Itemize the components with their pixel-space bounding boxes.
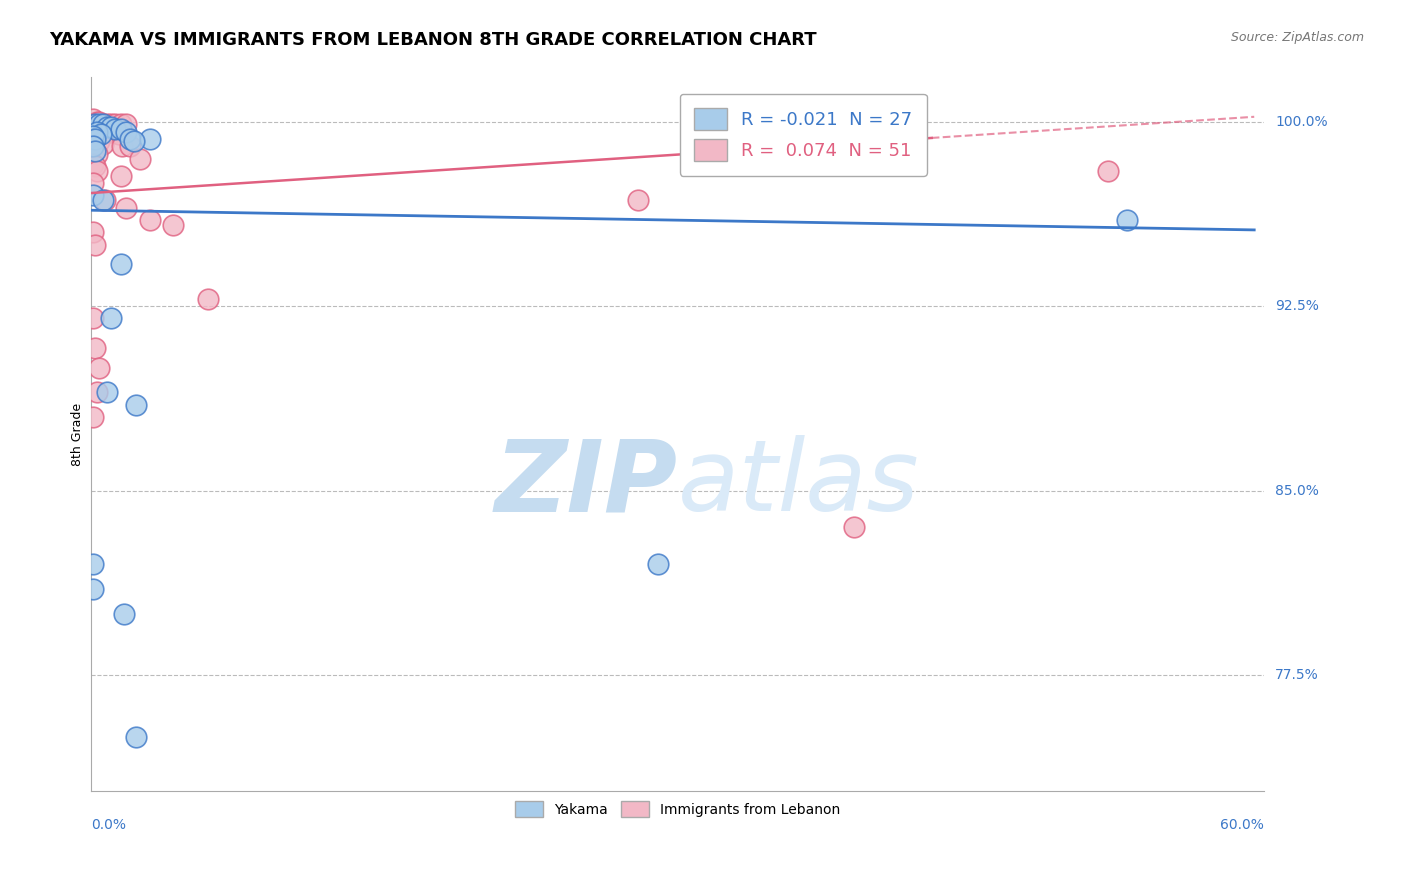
Point (82, 139, 104, 153)
Point (96, 385, 118, 400)
Point (91, 117, 114, 131)
Point (110, 117, 132, 131)
Point (104, 117, 127, 131)
Point (84, 117, 107, 131)
Point (647, 558, 669, 572)
Text: YAKAMA VS IMMIGRANTS FROM LEBANON 8TH GRADE CORRELATION CHART: YAKAMA VS IMMIGRANTS FROM LEBANON 8TH GR… (49, 31, 817, 49)
Point (84, 145, 107, 159)
Point (84, 132, 107, 146)
Point (82, 558, 104, 572)
Point (120, 132, 142, 146)
Text: 92.5%: 92.5% (1275, 299, 1319, 313)
Point (96, 117, 118, 131)
Point (84, 120, 107, 134)
Text: Source: ZipAtlas.com: Source: ZipAtlas.com (1230, 31, 1364, 45)
Point (112, 607, 135, 621)
Point (86, 164, 108, 178)
Point (107, 127, 129, 141)
Point (115, 124, 138, 138)
Point (82, 129, 104, 144)
Point (129, 152, 152, 166)
Point (110, 122, 132, 136)
Point (87, 117, 110, 131)
Point (87, 360, 110, 375)
Point (139, 213, 162, 227)
Point (84, 237, 107, 252)
Point (87, 134, 110, 148)
Point (82, 188, 104, 202)
Point (82, 582, 104, 596)
Point (86, 120, 108, 134)
Point (96, 120, 118, 134)
Point (82, 311, 104, 326)
Point (82, 409, 104, 424)
Point (94, 194, 117, 208)
Point (82, 145, 104, 159)
Point (84, 341, 107, 355)
Y-axis label: 8th Grade: 8th Grade (72, 402, 84, 466)
Point (84, 132, 107, 146)
Point (110, 169, 132, 183)
Point (91, 136, 114, 151)
Point (115, 117, 138, 131)
Point (111, 139, 134, 153)
Text: 60.0%: 60.0% (1220, 818, 1264, 832)
Point (90, 127, 112, 141)
Point (120, 139, 142, 153)
Point (87, 114, 110, 128)
Point (82, 176, 104, 190)
Point (197, 292, 219, 306)
Point (627, 194, 650, 208)
Point (162, 218, 184, 232)
Point (94, 122, 117, 136)
Point (139, 132, 162, 146)
Point (97, 124, 120, 138)
Point (90, 122, 112, 136)
Point (86, 385, 108, 400)
Point (100, 311, 122, 326)
Text: 100.0%: 100.0% (1275, 115, 1327, 128)
Point (115, 201, 138, 215)
Point (1097, 164, 1119, 178)
Text: ZIP: ZIP (495, 435, 678, 533)
Point (122, 134, 145, 148)
Point (82, 156, 104, 170)
Point (82, 129, 104, 144)
Point (101, 124, 124, 138)
Point (82, 112, 104, 127)
Point (86, 146, 108, 161)
Text: 0.0%: 0.0% (91, 818, 127, 832)
Point (104, 122, 127, 136)
Point (125, 730, 148, 744)
Point (91, 117, 114, 131)
Point (110, 257, 132, 271)
Point (100, 117, 122, 131)
Text: atlas: atlas (678, 435, 920, 533)
Text: 77.5%: 77.5% (1275, 668, 1319, 682)
Point (86, 124, 108, 138)
Point (842, 520, 865, 534)
Point (82, 226, 104, 240)
Legend: Yakama, Immigrants from Lebanon: Yakama, Immigrants from Lebanon (509, 796, 846, 823)
Point (100, 120, 122, 134)
Point (86, 114, 108, 128)
Text: 85.0%: 85.0% (1275, 483, 1319, 498)
Point (1116, 213, 1139, 227)
Point (125, 397, 148, 411)
Point (84, 159, 107, 173)
Point (91, 194, 114, 208)
